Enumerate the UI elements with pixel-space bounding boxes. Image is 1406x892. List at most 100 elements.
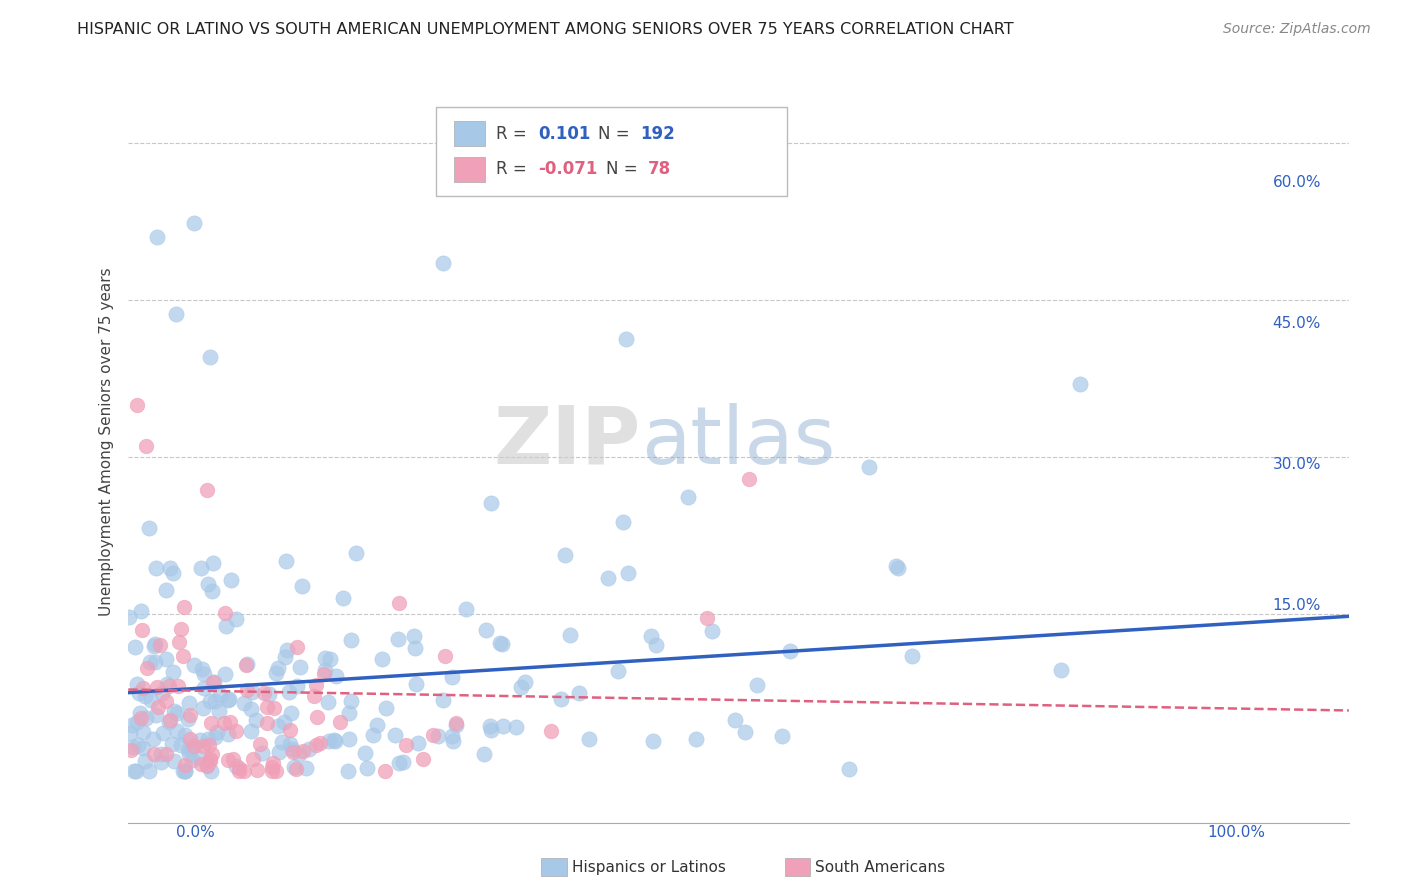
Point: [304, 689, 326, 703]
Point: [640, 630, 662, 644]
Text: 15.0%: 15.0%: [1272, 599, 1320, 613]
Point: [291, 744, 314, 758]
Point: [678, 490, 700, 504]
Text: 45.0%: 45.0%: [1272, 316, 1320, 331]
Point: [901, 648, 924, 663]
Point: [132, 741, 155, 756]
Point: [235, 657, 257, 672]
Point: [314, 667, 336, 681]
Point: [131, 623, 153, 637]
Point: [287, 747, 309, 761]
Point: [509, 680, 531, 694]
Point: [249, 737, 271, 751]
Point: [426, 729, 449, 743]
Point: [274, 554, 297, 568]
Point: [162, 704, 184, 718]
Point: [145, 560, 167, 574]
Point: [332, 591, 354, 605]
Point: [264, 666, 287, 681]
Point: [200, 747, 222, 761]
Point: [149, 638, 172, 652]
Point: [218, 691, 240, 706]
Point: [225, 758, 247, 772]
Point: [139, 693, 162, 707]
Point: [375, 700, 398, 714]
Point: [262, 756, 284, 770]
Point: [183, 216, 205, 230]
Point: [404, 629, 426, 643]
Text: R =: R =: [496, 161, 533, 178]
Point: [181, 753, 204, 767]
Text: 100.0%: 100.0%: [1208, 825, 1265, 840]
Point: [200, 764, 222, 779]
Point: [305, 738, 328, 752]
Point: [257, 688, 280, 702]
Point: [208, 704, 231, 718]
Point: [387, 632, 409, 647]
Point: [127, 398, 149, 412]
Point: [132, 681, 155, 695]
Point: [406, 736, 429, 750]
Point: [384, 728, 406, 742]
Text: 0.0%: 0.0%: [176, 825, 215, 840]
Point: [201, 584, 224, 599]
Point: [236, 657, 259, 671]
Point: [256, 700, 278, 714]
Text: R =: R =: [496, 125, 533, 143]
Text: atlas: atlas: [641, 402, 835, 481]
Point: [267, 718, 290, 732]
Text: Hispanics or Latinos: Hispanics or Latinos: [572, 860, 725, 874]
Point: [173, 599, 195, 614]
Point: [738, 472, 761, 486]
Point: [121, 718, 143, 732]
Point: [193, 681, 215, 695]
Point: [475, 623, 498, 637]
Point: [217, 753, 239, 767]
Point: [318, 734, 340, 748]
Point: [550, 692, 572, 706]
Point: [295, 760, 318, 774]
Point: [479, 496, 502, 510]
Point: [242, 685, 264, 699]
Point: [202, 556, 225, 570]
Text: 192: 192: [640, 125, 675, 143]
Point: [155, 582, 177, 597]
Point: [260, 760, 283, 774]
Point: [288, 659, 311, 673]
Point: [280, 742, 302, 756]
Point: [197, 576, 219, 591]
Point: [218, 727, 240, 741]
Point: [479, 723, 502, 737]
Point: [441, 729, 464, 743]
Point: [172, 764, 194, 779]
Point: [221, 573, 243, 587]
Text: HISPANIC OR LATINO VS SOUTH AMERICAN UNEMPLOYMENT AMONG SENIORS OVER 75 YEARS CO: HISPANIC OR LATINO VS SOUTH AMERICAN UNE…: [77, 22, 1014, 37]
Point: [142, 639, 165, 653]
Point: [157, 679, 180, 693]
Point: [173, 764, 195, 779]
Point: [120, 743, 142, 757]
Point: [236, 682, 259, 697]
Point: [125, 764, 148, 779]
Point: [170, 622, 193, 636]
Point: [278, 737, 301, 751]
Point: [217, 692, 239, 706]
Point: [118, 610, 141, 624]
Point: [361, 728, 384, 742]
Point: [479, 719, 502, 733]
Point: [328, 715, 350, 730]
Point: [305, 678, 328, 692]
Point: [138, 655, 160, 669]
Point: [441, 670, 464, 684]
Y-axis label: Unemployment Among Seniors over 75 years: Unemployment Among Seniors over 75 years: [100, 268, 114, 615]
Point: [138, 764, 160, 779]
Point: [540, 724, 562, 739]
Point: [246, 763, 269, 777]
Point: [264, 764, 287, 778]
Point: [472, 747, 495, 761]
Point: [159, 713, 181, 727]
Point: [412, 752, 434, 766]
Point: [252, 686, 274, 700]
Point: [858, 459, 880, 474]
Point: [432, 692, 454, 706]
